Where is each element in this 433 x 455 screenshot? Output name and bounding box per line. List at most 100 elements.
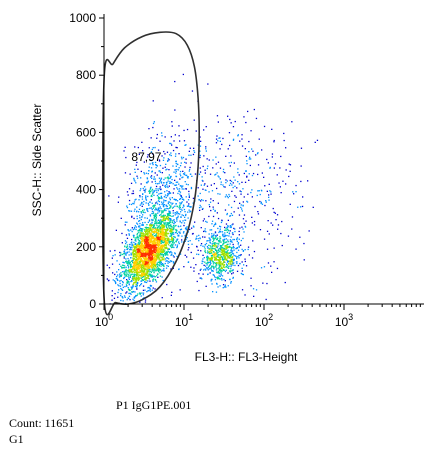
scatter-point (223, 266, 225, 269)
scatter-point (183, 208, 186, 211)
scatter-point (212, 291, 214, 293)
scatter-point (232, 245, 235, 248)
scatter-point (120, 293, 122, 295)
scatter-point (185, 188, 187, 190)
scatter-point (140, 249, 143, 251)
scatter-point (205, 146, 207, 148)
scatter-point (147, 275, 150, 277)
scatter-point (191, 227, 193, 229)
scatter-point (162, 202, 164, 204)
scatter-point (177, 192, 179, 195)
scatter-point (150, 251, 152, 253)
scatter-point (235, 196, 237, 198)
scatter-point (202, 245, 204, 247)
scatter-point (214, 279, 217, 281)
scatter-point (165, 246, 167, 249)
scatter-point (271, 271, 273, 273)
scatter-point (141, 264, 143, 266)
scatter-point (147, 287, 149, 289)
scatter-point (149, 241, 151, 243)
scatter-point (175, 160, 177, 162)
scatter-point (233, 254, 235, 257)
scatter-point (166, 236, 168, 238)
scatter-point (207, 240, 209, 242)
scatter-point (179, 198, 181, 200)
scatter-point (159, 262, 161, 264)
scatter-point (115, 282, 117, 285)
scatter-point (218, 261, 220, 263)
scatter-point (155, 247, 157, 249)
scatter-point (130, 266, 132, 269)
scatter-point (176, 211, 179, 213)
scatter-point (206, 240, 208, 242)
scatter-point (167, 247, 169, 250)
scatter-point (135, 182, 137, 184)
scatter-point (142, 211, 145, 214)
scatter-point (229, 252, 231, 254)
scatter-point (209, 239, 212, 241)
scatter-point (126, 291, 128, 293)
scatter-point (152, 163, 154, 166)
scatter-point (198, 240, 200, 242)
scatter-point (169, 199, 171, 201)
scatter-point (136, 217, 138, 220)
scatter-point (155, 222, 157, 224)
scatter-point (295, 184, 297, 187)
scatter-point (140, 218, 142, 221)
scatter-point (146, 272, 149, 274)
scatter-point (151, 253, 153, 256)
scatter-point (182, 206, 184, 209)
scatter-point (201, 176, 203, 178)
scatter-point (151, 270, 154, 272)
scatter-point (257, 173, 259, 176)
scatter-point (179, 220, 181, 222)
scatter-point (165, 230, 167, 232)
scatter-point (227, 197, 229, 199)
scatter-point (312, 206, 314, 208)
scatter-point (145, 251, 147, 253)
scatter-point (162, 254, 165, 257)
scatter-point (201, 262, 203, 265)
scatter-point (118, 276, 121, 278)
scatter-point (158, 198, 160, 200)
scatter-point (151, 220, 153, 222)
scatter-point (190, 266, 192, 268)
scatter-point (200, 244, 202, 247)
scatter-point (156, 227, 159, 229)
scatter-point (141, 255, 143, 257)
scatter-point (144, 265, 146, 267)
scatter-point (149, 253, 152, 256)
scatter-point (195, 238, 197, 240)
scatter-point (133, 267, 135, 269)
scatter-point (172, 212, 174, 214)
scatter-point (197, 187, 199, 189)
scatter-point (158, 177, 161, 179)
scatter-point (134, 254, 136, 256)
scatter-point (155, 215, 158, 217)
scatter-point (200, 277, 202, 279)
scatter-point (220, 252, 222, 254)
scatter-point (171, 252, 173, 254)
scatter-point (167, 224, 169, 226)
scatter-point (136, 243, 138, 245)
scatter-point (139, 260, 142, 262)
scatter-point (166, 283, 168, 286)
scatter-point (160, 207, 162, 210)
scatter-point (162, 230, 164, 232)
scatter-point (130, 293, 132, 295)
scatter-point (204, 265, 207, 267)
scatter-point (133, 241, 135, 244)
scatter-point (153, 224, 155, 226)
scatter-point (159, 214, 161, 216)
scatter-point (125, 275, 127, 277)
scatter-point (146, 229, 148, 231)
scatter-point (145, 236, 147, 238)
scatter-point (209, 201, 212, 203)
scatter-point (251, 196, 253, 198)
scatter-point (136, 277, 139, 279)
scatter-point (168, 222, 171, 224)
scatter-point (140, 253, 143, 255)
scatter-point (176, 163, 179, 165)
scatter-point (171, 220, 173, 222)
scatter-point (167, 260, 169, 263)
